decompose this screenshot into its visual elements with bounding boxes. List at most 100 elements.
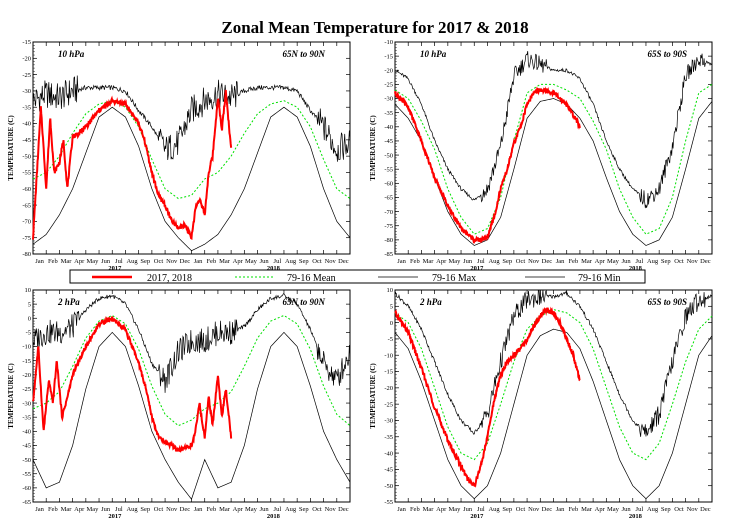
month-label: Dec	[180, 506, 191, 513]
month-label: Mar	[423, 506, 435, 513]
month-label: Jan	[35, 506, 44, 513]
y-tick-label: -20	[22, 372, 31, 379]
month-label: Feb	[568, 258, 578, 265]
month-label: Dec	[338, 506, 349, 513]
y-tick-label: -15	[384, 369, 393, 376]
year-label: 2018	[267, 513, 281, 520]
y-tick-label: -55	[22, 471, 31, 478]
series-obs-line	[394, 306, 581, 488]
month-label: Jul	[636, 506, 644, 513]
month-label: Nov	[687, 258, 699, 265]
month-label: Jan	[556, 258, 565, 265]
month-label: Oct	[312, 506, 322, 513]
month-label: Feb	[410, 258, 420, 265]
month-label: Jan	[556, 506, 565, 513]
plot-frame	[394, 289, 713, 503]
y-tick-label: -65	[22, 202, 31, 209]
month-label: Mar	[581, 258, 593, 265]
pressure-level-label: 10 hPa	[58, 49, 85, 59]
month-label: Jul	[477, 258, 485, 265]
y-tick-label: -20	[384, 385, 393, 392]
month-label: May	[607, 258, 620, 265]
pressure-level-label: 10 hPa	[420, 49, 447, 59]
y-tick-label: -5	[388, 336, 393, 343]
panel-1: -80 -75 -70 -65 -60 -55 -50 -45 -40 -35 -30 -25 -20 -…	[7, 39, 351, 272]
legend-label-max: 79-16 Max	[432, 273, 476, 284]
y-tick-label: -40	[384, 450, 393, 457]
y-tick-label: -35	[384, 434, 393, 441]
series-mean-line	[32, 100, 351, 200]
y-tick-label: -45	[384, 138, 393, 145]
month-label: May	[245, 506, 258, 513]
y-axis-label: TEMPERATURE (C)	[7, 115, 15, 181]
month-label: Mar	[219, 258, 231, 265]
month-label: Dec	[338, 258, 349, 265]
month-label: Oct	[516, 258, 526, 265]
y-tick-label: -70	[384, 209, 393, 216]
y-tick-label: -60	[384, 181, 393, 188]
y-axis-label: TEMPERATURE (C)	[369, 363, 377, 429]
y-tick-label: 10	[25, 287, 32, 294]
month-label: Sep	[661, 506, 671, 513]
y-tick-label: -35	[22, 104, 31, 111]
month-label: May	[245, 258, 258, 265]
month-label: Apr	[233, 506, 244, 513]
y-tick-label: -75	[22, 235, 31, 242]
month-label: Jun	[101, 258, 111, 265]
month-label: Sep	[140, 506, 150, 513]
plot-frame	[32, 289, 351, 503]
y-tick-label: -20	[22, 56, 31, 63]
y-tick-label: -15	[22, 358, 31, 365]
series-min-line	[32, 106, 351, 252]
y-tick-label: -10	[384, 39, 393, 46]
y-tick-label: -45	[22, 137, 31, 144]
y-tick-label: -85	[384, 251, 393, 258]
month-label: Jan	[397, 258, 406, 265]
month-label: Mar	[61, 506, 73, 513]
y-tick-label: -30	[384, 418, 393, 425]
y-tick-label: -60	[22, 186, 31, 193]
pressure-level-label: 2 hPa	[57, 297, 80, 307]
y-tick-label: -50	[22, 457, 31, 464]
y-tick-label: -45	[384, 467, 393, 474]
y-tick-label: -5	[26, 330, 31, 337]
month-label: Jul	[274, 506, 282, 513]
month-label: Jan	[397, 506, 406, 513]
month-label: Apr	[233, 258, 244, 265]
month-label: Nov	[528, 506, 540, 513]
y-tick-label: -60	[22, 485, 31, 492]
month-label: Apr	[74, 506, 85, 513]
series-mean-line	[394, 83, 713, 235]
month-label: Jun	[463, 258, 473, 265]
month-label: Nov	[166, 506, 178, 513]
month-label: Sep	[661, 258, 671, 265]
month-label: Jul	[115, 506, 123, 513]
y-tick-label: -25	[22, 72, 31, 79]
month-label: Aug	[488, 506, 500, 513]
month-label: Sep	[502, 258, 512, 265]
y-axis-label: TEMPERATURE (C)	[369, 115, 377, 181]
month-label: Sep	[299, 506, 309, 513]
y-tick-label: -55	[384, 166, 393, 173]
month-label: Dec	[542, 258, 553, 265]
month-label: Jan	[35, 258, 44, 265]
month-label: Aug	[285, 258, 297, 265]
year-label: 2017	[470, 513, 484, 520]
month-label: Jun	[260, 258, 270, 265]
pressure-level-label: 2 hPa	[419, 297, 442, 307]
plot-frame	[32, 41, 351, 255]
month-label: Sep	[299, 258, 309, 265]
month-label: Aug	[126, 258, 138, 265]
month-label: Oct	[154, 506, 164, 513]
y-tick-label: -30	[22, 88, 31, 95]
month-label: Dec	[180, 258, 191, 265]
month-label: Jun	[622, 258, 632, 265]
month-label: May	[448, 506, 461, 513]
y-tick-label: -25	[22, 386, 31, 393]
year-label: 2017	[108, 513, 122, 520]
month-label: Oct	[674, 258, 684, 265]
series-max-line	[32, 75, 351, 162]
region-label: 65N to 90N	[283, 49, 326, 59]
month-label: Sep	[502, 506, 512, 513]
